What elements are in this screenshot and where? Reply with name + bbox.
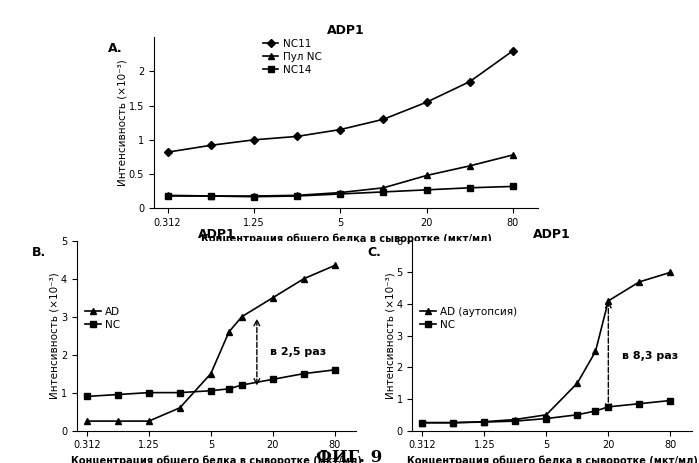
Пул NC	[250, 193, 258, 199]
NC	[300, 371, 308, 376]
Line: AD: AD	[84, 263, 338, 424]
AD (аутопсия)	[604, 298, 612, 304]
NC14	[509, 184, 517, 189]
Legend: NC11, Пул NC, NC14: NC11, Пул NC, NC14	[263, 39, 322, 75]
NC11	[336, 127, 345, 132]
X-axis label: Концентрация общего белка в сыворотке (мкт/мл): Концентрация общего белка в сыворотке (м…	[71, 456, 362, 463]
NC	[238, 382, 246, 388]
AD (аутопсия)	[635, 279, 644, 285]
NC14	[422, 187, 431, 193]
X-axis label: Концентрация общего белка в сыворотке (мкт/мл): Концентрация общего белка в сыворотке (м…	[201, 234, 491, 244]
AD	[82, 419, 91, 424]
Text: B.: B.	[32, 246, 46, 259]
Y-axis label: Интенсивность (×10⁻³): Интенсивность (×10⁻³)	[117, 59, 127, 186]
NC11	[164, 150, 172, 155]
AD (аутопсия)	[666, 269, 675, 275]
Line: NC14: NC14	[165, 184, 516, 200]
Title: ADP1: ADP1	[533, 228, 571, 241]
Text: ФИГ. 9: ФИГ. 9	[317, 449, 382, 463]
NC11	[422, 100, 431, 105]
AD	[238, 314, 246, 319]
NC11	[380, 117, 388, 122]
Legend: AD (аутопсия), NC: AD (аутопсия), NC	[420, 307, 517, 330]
Пул NC	[293, 193, 301, 198]
NC	[635, 401, 644, 407]
Пул NC	[380, 185, 388, 191]
NC	[449, 420, 458, 425]
Text: в 8,3 раз: в 8,3 раз	[621, 351, 678, 361]
NC	[82, 394, 91, 399]
NC14	[207, 193, 215, 199]
NC	[666, 398, 675, 403]
Legend: AD, NC: AD, NC	[85, 307, 120, 330]
AD (аутопсия)	[511, 417, 519, 422]
Line: NC: NC	[84, 367, 338, 399]
NC11	[250, 137, 258, 143]
AD (аутопсия)	[573, 381, 582, 386]
Y-axis label: Интенсивность (×10⁻³): Интенсивность (×10⁻³)	[50, 272, 59, 399]
NC	[542, 416, 551, 421]
NC	[175, 390, 184, 395]
NC14	[380, 189, 388, 194]
NC14	[293, 193, 301, 199]
AD	[268, 295, 277, 300]
NC	[145, 390, 153, 395]
NC11	[509, 48, 517, 54]
Пул NC	[509, 152, 517, 158]
NC14	[336, 191, 345, 197]
NC	[604, 404, 612, 410]
Пул NC	[466, 163, 474, 169]
NC11	[207, 143, 215, 148]
AD	[145, 419, 153, 424]
Title: ADP1: ADP1	[198, 228, 236, 241]
AD	[225, 329, 233, 335]
Y-axis label: Интенсивность (×10⁻³): Интенсивность (×10⁻³)	[385, 272, 395, 399]
NC	[225, 386, 233, 392]
Пул NC	[336, 190, 345, 195]
AD (аутопсия)	[480, 419, 489, 425]
Line: AD (аутопсия): AD (аутопсия)	[419, 269, 673, 425]
AD	[300, 276, 308, 282]
Пул NC	[207, 193, 215, 199]
X-axis label: Концентрация общего белка в сыворотке (мкт/мл): Концентрация общего белка в сыворотке (м…	[407, 456, 698, 463]
NC14	[466, 185, 474, 191]
NC	[591, 408, 600, 414]
Пул NC	[422, 173, 431, 178]
NC	[480, 419, 489, 425]
Пул NC	[164, 193, 172, 198]
AD	[175, 405, 184, 411]
NC	[114, 392, 122, 397]
NC	[573, 412, 582, 418]
NC	[511, 419, 519, 424]
AD	[207, 371, 215, 376]
Text: C.: C.	[368, 246, 382, 259]
NC	[331, 367, 339, 373]
AD (аутопсия)	[418, 420, 426, 425]
NC	[268, 376, 277, 382]
AD (аутопсия)	[591, 349, 600, 354]
NC14	[250, 194, 258, 200]
NC	[207, 388, 215, 394]
AD	[114, 419, 122, 424]
Text: в 2,5 раз: в 2,5 раз	[271, 347, 326, 357]
Line: NC: NC	[419, 398, 673, 425]
NC11	[293, 134, 301, 139]
Line: Пул NC: Пул NC	[165, 152, 516, 199]
NC11	[466, 79, 474, 84]
Title: ADP1: ADP1	[327, 24, 365, 37]
NC14	[164, 193, 172, 199]
AD (аутопсия)	[542, 412, 551, 418]
Line: NC11: NC11	[165, 48, 516, 155]
NC	[418, 420, 426, 425]
Text: A.: A.	[108, 42, 122, 55]
AD (аутопсия)	[449, 420, 458, 425]
AD	[331, 263, 339, 268]
